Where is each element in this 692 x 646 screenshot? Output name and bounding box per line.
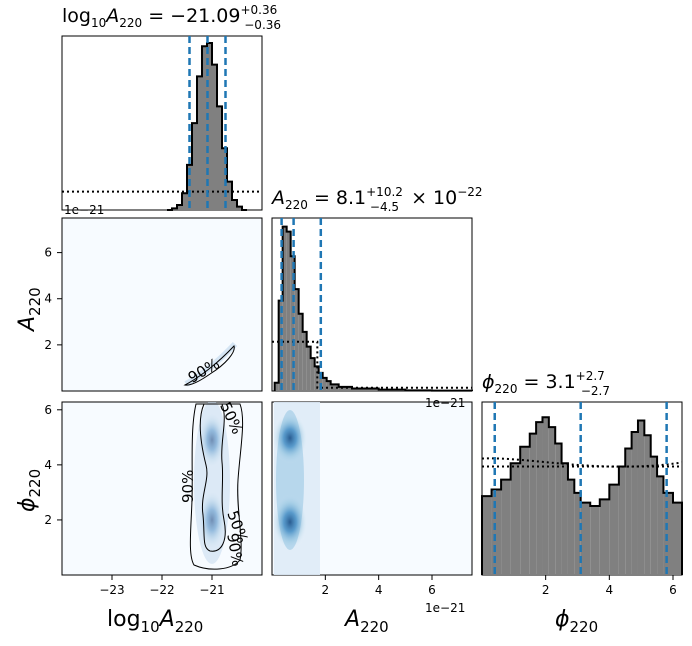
ytick-label-phi220: 6: [44, 403, 52, 417]
density-phi220-A220: [272, 402, 320, 575]
xtick-label-A220: 6: [428, 583, 436, 597]
ytick-label-A220: 2: [44, 338, 52, 352]
hist-phi220-bar: [501, 480, 511, 575]
xtick-label-phi220: 6: [669, 583, 677, 597]
offset-text-A220-bottom: 1e−21: [425, 601, 465, 615]
hist-phi220-bar: [600, 499, 610, 575]
hist-phi220-bar: [568, 480, 574, 575]
xtick-label-log10A: −22: [149, 583, 174, 597]
hist-phi220-bar: [581, 503, 591, 575]
xtick-label-A220: 4: [375, 583, 383, 597]
title-log10A: log10A220 = −21.09+0.36−0.36: [62, 3, 281, 32]
offset-text-left-top: 1e−21: [64, 203, 104, 217]
hist-phi220-bar: [663, 493, 673, 575]
title-phi220: ϕ220 = 3.1+2.7−2.7: [482, 369, 610, 398]
hist-phi220-bar: [638, 421, 644, 575]
density-mid: [276, 410, 304, 550]
xlabel-log10A: log10A220: [107, 607, 203, 636]
ytick-label-A220: 6: [44, 246, 52, 260]
hist-phi220-bar: [530, 434, 536, 575]
hist-phi220-bar: [511, 463, 521, 575]
offset-text-A220-hist: 1e−21: [425, 396, 465, 410]
xtick-label-phi220: 2: [542, 583, 550, 597]
xtick-label-A220: 2: [322, 583, 330, 597]
xtick-label-phi220: 4: [606, 583, 614, 597]
ytick-label-phi220: 4: [44, 458, 52, 472]
hist-phi220-bar: [590, 506, 600, 575]
xtick-label-log10A: −23: [99, 583, 124, 597]
ytick-label-phi220: 2: [44, 513, 52, 527]
ylabel-phi220: ϕ220: [15, 469, 44, 512]
xtick-label-log10A: −21: [199, 583, 224, 597]
title-A220: A220 = 8.1+10.2−4.5 × 10−22: [270, 185, 483, 214]
panel-A220-vs-log10A: [62, 218, 262, 391]
xlabel-phi220: ϕ220: [555, 607, 598, 636]
contour-label-90-b: 90%: [179, 470, 197, 503]
hist-phi220-bar: [492, 490, 502, 575]
hist-phi220-bar: [632, 432, 638, 575]
xlabel-A220: A220: [343, 607, 389, 636]
ytick-label-A220: 4: [44, 292, 52, 306]
ylabel-A220: A220: [15, 287, 44, 333]
hist-phi220-bar: [482, 496, 492, 575]
hist-phi220-bar: [609, 485, 619, 575]
hist-phi220-bar: [549, 427, 555, 575]
hist-phi220-bar: [542, 417, 548, 575]
hist-phi220-bar: [536, 422, 542, 575]
hist-phi220-bar: [673, 503, 682, 575]
